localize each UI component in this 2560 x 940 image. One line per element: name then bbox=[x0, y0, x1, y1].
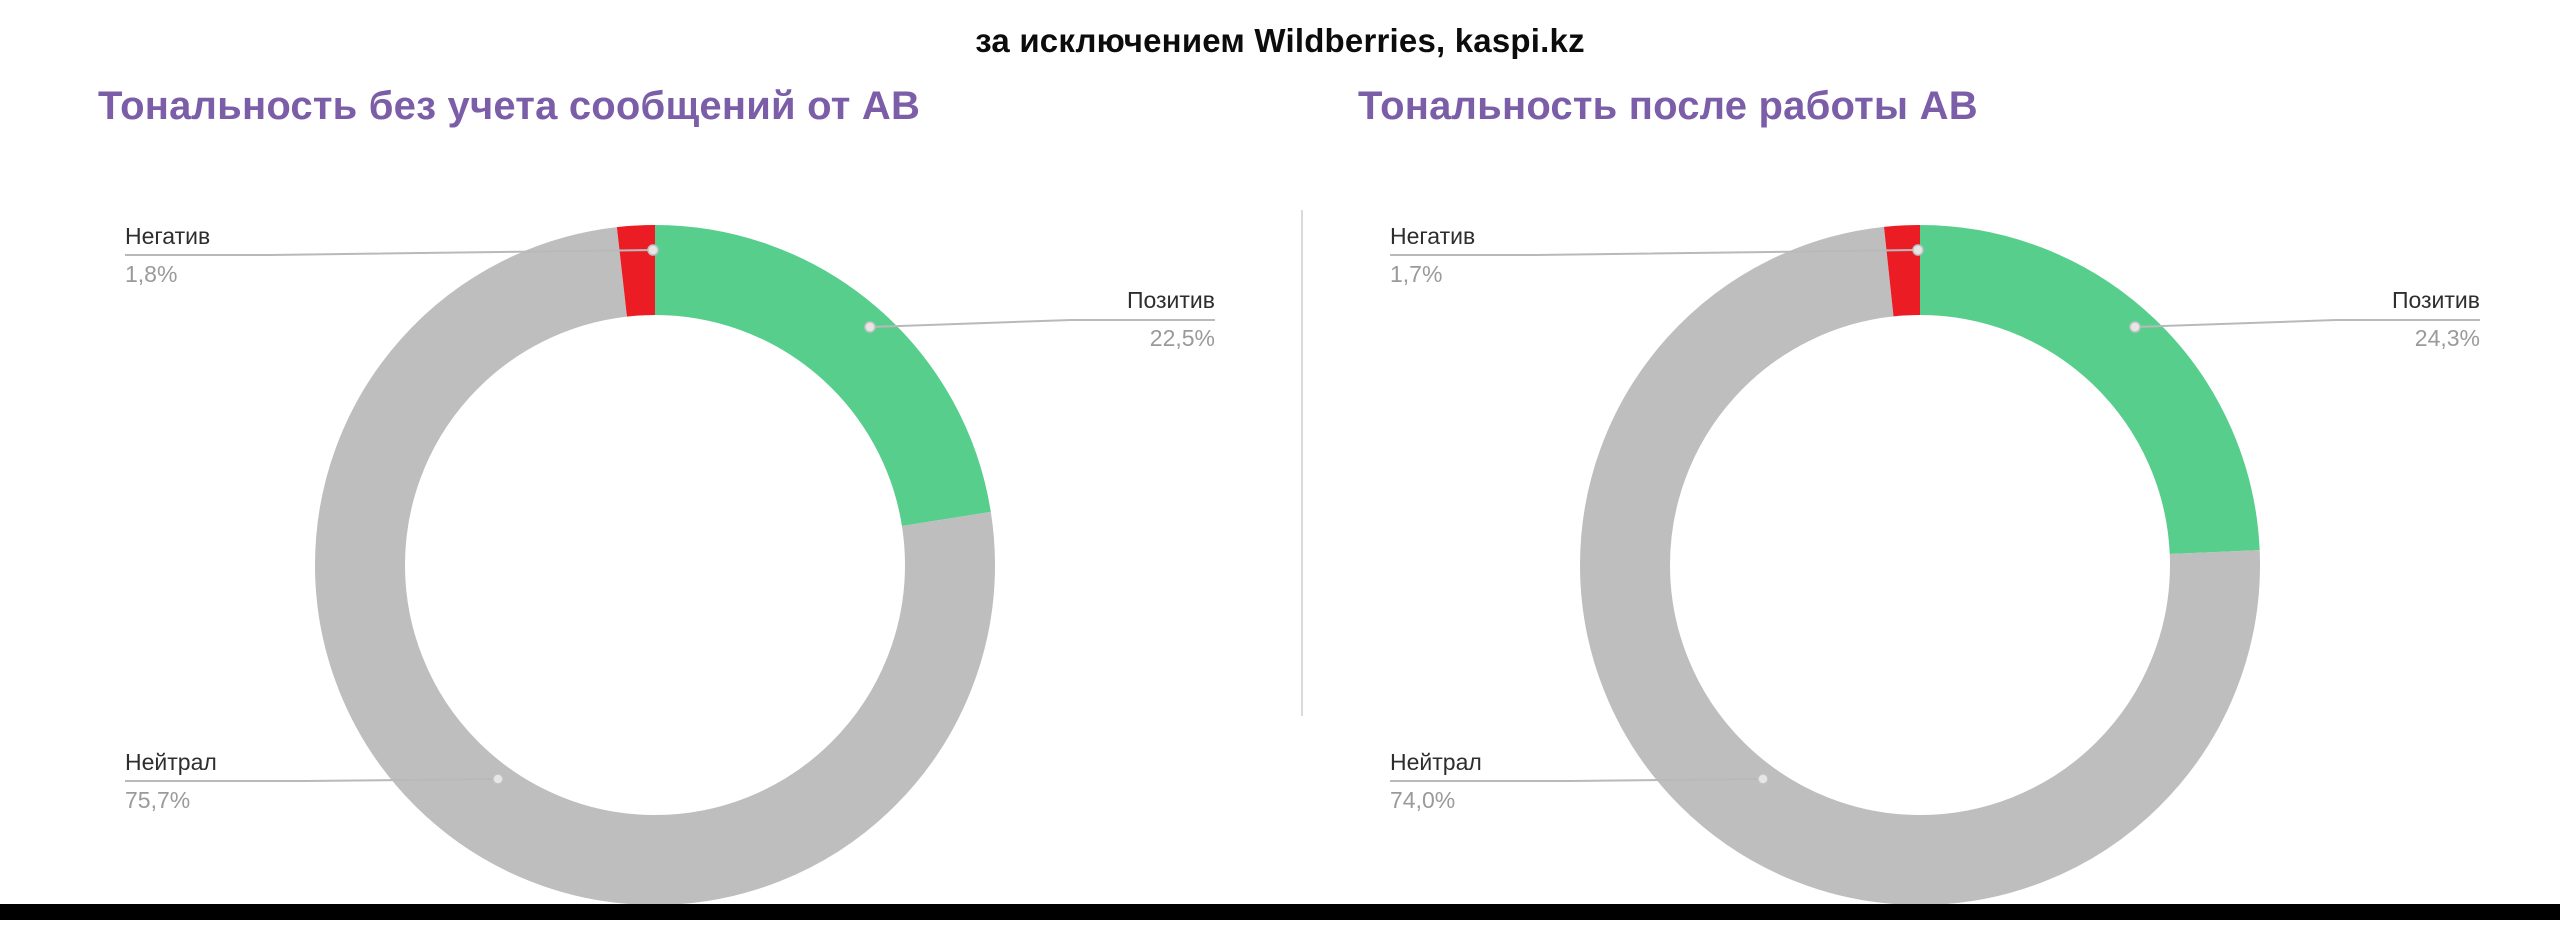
callout-negative-label: Негатив bbox=[125, 223, 211, 249]
callout-neutral-label: Нейтрал bbox=[125, 749, 217, 775]
donut-svg-left bbox=[125, 225, 1215, 905]
callout-positive-label: Позитив bbox=[1126, 287, 1215, 313]
leader-dot-negative bbox=[647, 244, 659, 256]
callout-negative-value: 1,8% bbox=[125, 260, 178, 287]
page-subtitle: за исключением Wildberries, kaspi.kz bbox=[975, 22, 1585, 59]
donut-chart-left: Негатив 1,8% Позитив 22,5% Нейтрал 75,7% bbox=[25, 150, 1255, 940]
left-chart-title: Тональность без учета сообщений от АВ bbox=[98, 84, 921, 128]
callout-neutral-value: 74,0% bbox=[1390, 786, 1456, 813]
callout-positive: Позитив 24,3% bbox=[2392, 286, 2480, 353]
leader-dot-positive bbox=[864, 321, 876, 333]
leader-dot-positive bbox=[2129, 321, 2141, 333]
callout-neutral-value: 75,7% bbox=[125, 786, 191, 813]
leader-line-neutral bbox=[125, 778, 499, 782]
donut-segment-Негатив bbox=[315, 225, 995, 905]
leader-dot-neutral bbox=[1757, 773, 1769, 785]
callout-positive: Позитив 22,5% bbox=[1127, 286, 1215, 353]
right-chart-title: Тональность после работы АВ bbox=[1358, 84, 1978, 128]
donut-ring bbox=[315, 225, 995, 905]
callout-negative: Негатив 1,7% bbox=[1390, 222, 1475, 289]
leader-line-negative bbox=[1390, 249, 1919, 256]
bottom-black-bar bbox=[0, 904, 2560, 920]
callout-positive-value: 22,5% bbox=[1149, 324, 1215, 351]
callout-negative-label: Негатив bbox=[1390, 223, 1476, 249]
donut-chart-right: Негатив 1,7% Позитив 24,3% Нейтрал 74,0% bbox=[1290, 150, 2520, 940]
leader-dot-negative bbox=[1912, 244, 1924, 256]
callout-positive-label: Позитив bbox=[2391, 287, 2480, 313]
donut-segment-Нейтрал bbox=[315, 225, 995, 905]
donut-ring bbox=[1580, 225, 2260, 905]
donut-segment-Нейтрал bbox=[1580, 225, 2260, 905]
vertical-divider bbox=[1301, 210, 1303, 716]
callout-neutral: Нейтрал 75,7% bbox=[125, 748, 217, 815]
donut-segment-Негатив bbox=[1580, 225, 2260, 905]
leader-line-negative bbox=[125, 249, 654, 256]
leader-line-positive bbox=[2134, 319, 2480, 328]
callout-positive-value: 24,3% bbox=[2414, 324, 2480, 351]
callout-neutral-label: Нейтрал bbox=[1390, 749, 1482, 775]
leader-line-neutral bbox=[1390, 778, 1764, 782]
donut-svg-right bbox=[1390, 225, 2480, 905]
callout-negative: Негатив 1,8% bbox=[125, 222, 210, 289]
callout-negative-value: 1,7% bbox=[1390, 260, 1443, 287]
callout-neutral: Нейтрал 74,0% bbox=[1390, 748, 1482, 815]
leader-dot-neutral bbox=[492, 773, 504, 785]
leader-line-positive bbox=[869, 319, 1215, 328]
